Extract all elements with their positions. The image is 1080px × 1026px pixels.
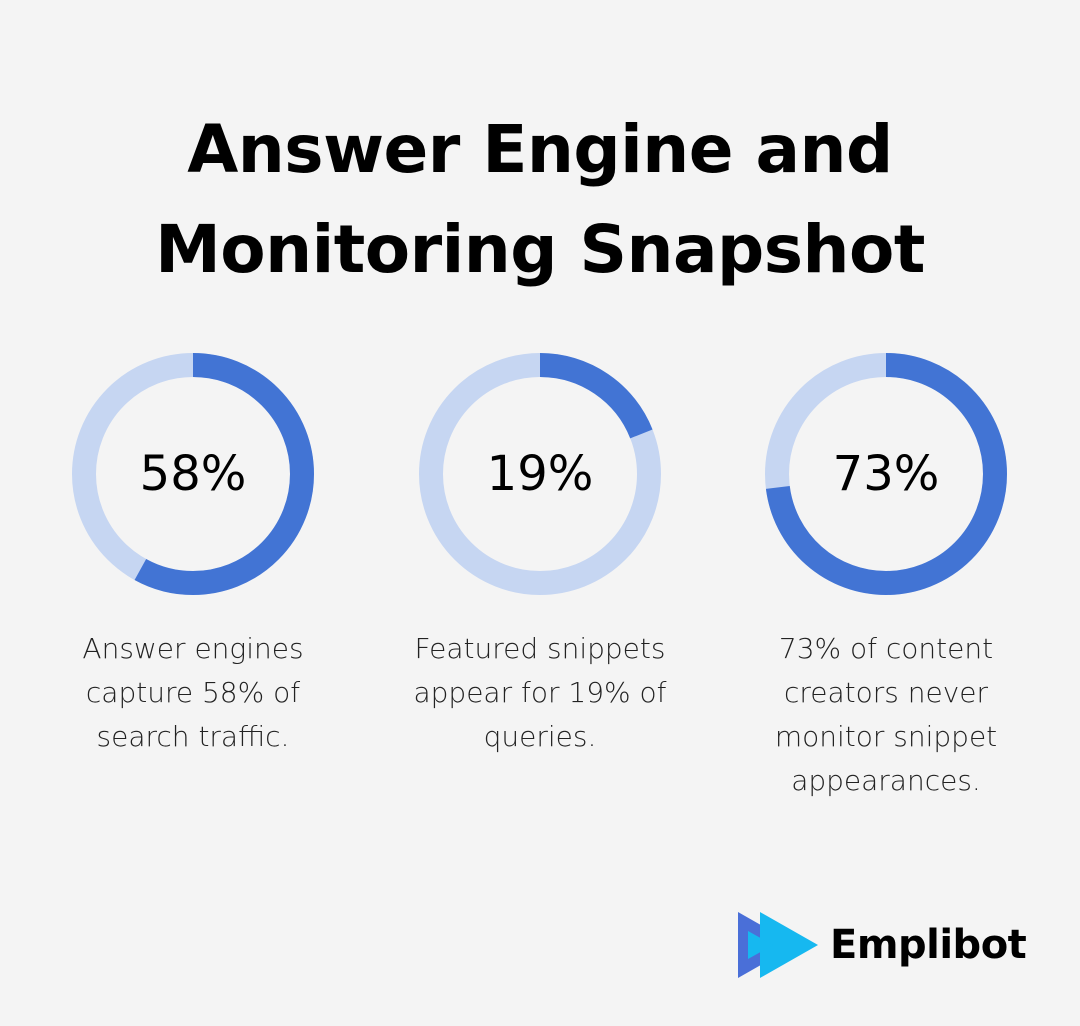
donut-ring-icon <box>419 353 661 595</box>
title-line-2: Monitoring Snapshot <box>155 211 925 288</box>
donut-chart-1: 58% <box>72 353 314 595</box>
stat-value: 73% <box>832 446 940 502</box>
donut-ring-icon <box>72 353 314 595</box>
stat-value: 58% <box>139 446 247 502</box>
stat-description-3: 73% of content creators never monitor sn… <box>774 632 998 797</box>
stat-description-1: Answer engines capture 58% of search tra… <box>82 632 304 753</box>
page-title: Answer Engine and Monitoring Snapshot <box>0 100 1080 300</box>
donut-ring-icon <box>765 353 1007 595</box>
stat-description-2: Featured snippets appear for 19% of quer… <box>413 632 667 753</box>
stat-value: 19% <box>486 446 594 502</box>
double-play-icon <box>738 912 818 978</box>
title-line-1: Answer Engine and <box>187 111 893 188</box>
donut-chart-2: 19% <box>419 353 661 595</box>
donut-chart-3: 73% <box>765 353 1007 595</box>
brand-logo: Emplibot <box>736 910 1027 980</box>
brand-name: Emplibot <box>830 922 1027 968</box>
